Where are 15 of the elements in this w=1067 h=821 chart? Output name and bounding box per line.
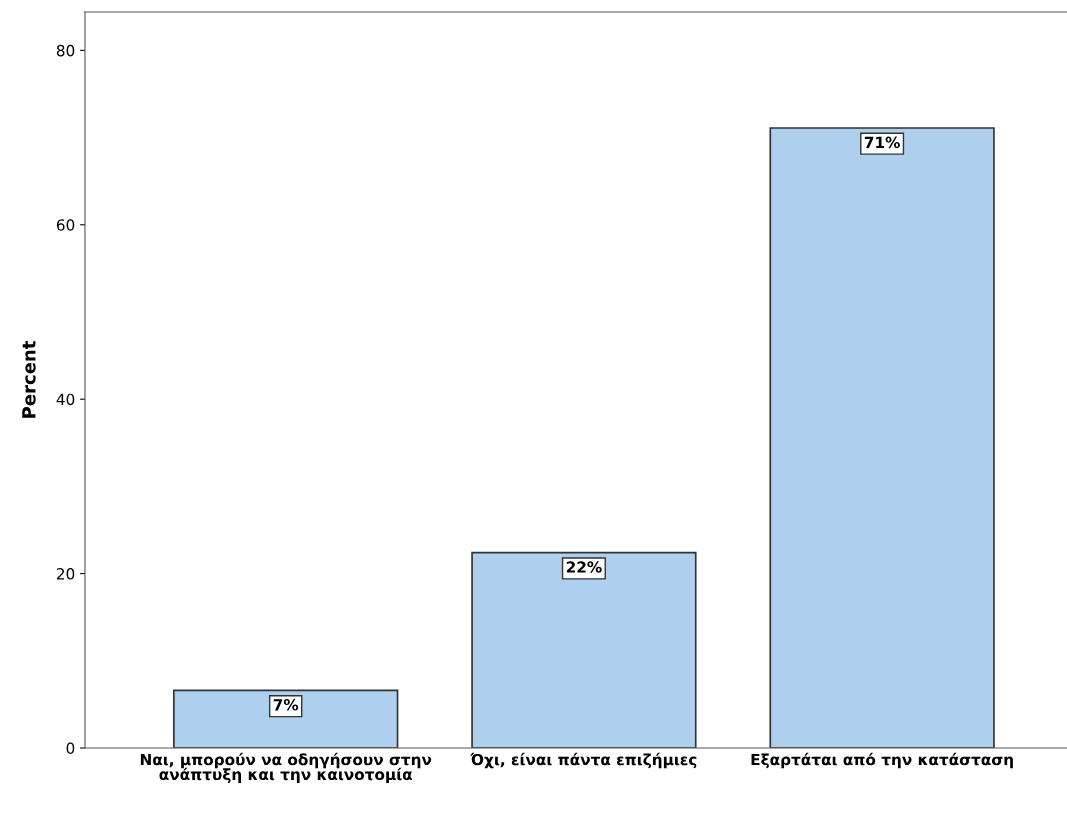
bar: [769, 127, 995, 748]
bar: [471, 551, 697, 748]
bar: [173, 689, 399, 748]
x-tick-label: Ναι, μπορούν να οδηγήσουν στην ανάπτυξη και την καινοτομία: [140, 752, 432, 784]
data-label: 22%: [566, 561, 602, 573]
data-label: 71%: [864, 136, 900, 149]
y-tick-label: 20: [56, 568, 75, 580]
x-tick-label: Όχι, είναι πάντα επιζήμιες: [470, 752, 697, 769]
y-tick-label: 40: [56, 393, 75, 406]
y-axis-title: Percent: [22, 341, 36, 418]
data-label: 7%: [273, 699, 299, 711]
x-tick-label: Εξαρτάται από την κατάσταση: [751, 752, 1013, 769]
y-tick-label: 60: [56, 219, 75, 231]
y-tick-label: 80: [56, 44, 75, 57]
y-tick-label: 0: [66, 742, 75, 755]
